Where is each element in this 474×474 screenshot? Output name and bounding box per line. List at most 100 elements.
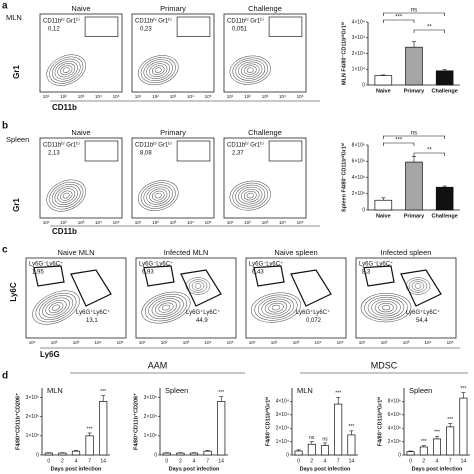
gate-label: Ly6G⁻Ly6C⁺ xyxy=(139,261,173,268)
contour xyxy=(250,292,302,323)
contour xyxy=(194,283,202,289)
decade-label: 10¹ xyxy=(227,94,234,99)
decade-label: 10¹ xyxy=(227,220,234,225)
decade-label: 10⁵ xyxy=(337,340,344,345)
contour xyxy=(140,57,176,84)
gate-label: CD11bʰⁱ Gr1ʰⁱ xyxy=(135,141,172,149)
decade-label: 10² xyxy=(271,340,278,345)
contour xyxy=(154,67,162,73)
y-tick-label: 3×10⁵ xyxy=(144,395,157,401)
significance: *** xyxy=(100,389,106,395)
bar xyxy=(435,70,454,86)
decade-label: 10² xyxy=(60,94,67,99)
contour xyxy=(235,59,266,81)
bar xyxy=(374,199,393,211)
contour xyxy=(364,294,408,321)
x-tick-label: Challenge xyxy=(432,213,458,219)
y-axis-label: MLN F4/80⁻CD11bʰⁱGr1ʰⁱ xyxy=(338,22,347,85)
y-tick-label: 1×10⁴ xyxy=(352,67,365,73)
contour xyxy=(49,56,84,84)
gate-label: CD11bʰⁱ Gr1ʰⁱ xyxy=(135,17,172,25)
panel-letter: a xyxy=(2,1,8,12)
gate xyxy=(180,269,222,307)
contour xyxy=(143,59,173,82)
decade-label: 10¹ xyxy=(135,94,142,99)
gate-label: Ly6G⁺Ly6C⁺ xyxy=(296,309,330,316)
contour xyxy=(148,296,184,320)
contour xyxy=(161,304,171,311)
contour xyxy=(378,302,394,313)
significance: ** xyxy=(427,148,432,154)
decade-label: 10¹ xyxy=(43,220,50,225)
significance: *** xyxy=(335,391,341,397)
bar xyxy=(347,434,356,456)
contour xyxy=(51,58,81,82)
x-tick-label: 14 xyxy=(461,458,467,464)
decade-label: 10⁵ xyxy=(113,220,120,225)
significance: *** xyxy=(460,386,466,392)
contour xyxy=(48,302,64,313)
gate xyxy=(400,269,442,307)
plot-frame xyxy=(39,13,123,93)
gate xyxy=(33,265,65,287)
bar xyxy=(162,452,171,456)
decade-label: 10⁴ xyxy=(187,220,194,225)
contour xyxy=(408,279,428,293)
x-tick-label: 7 xyxy=(88,458,91,464)
contour xyxy=(35,292,77,323)
decade-label: 10¹ xyxy=(249,340,256,345)
group-label: MDSC xyxy=(371,360,398,370)
x-tick-label: 14 xyxy=(349,458,355,464)
x-tick-label: 2 xyxy=(61,458,64,464)
plot-frame xyxy=(39,137,123,219)
y-tick-label: 0 xyxy=(362,82,365,88)
plot-title: Naive spleen xyxy=(274,248,317,257)
significance: *** xyxy=(434,430,440,436)
contour xyxy=(241,188,260,203)
significance: ns xyxy=(309,435,315,441)
y-tick-label: 6×10⁶ xyxy=(352,159,365,165)
contour xyxy=(140,182,176,209)
panel-letter: c xyxy=(2,245,8,256)
decade-label: 10⁵ xyxy=(297,94,304,99)
y-tick-label: 2×10⁴ xyxy=(352,51,365,57)
contour xyxy=(57,188,76,203)
contour xyxy=(371,298,401,317)
decade-label: 10⁵ xyxy=(113,94,120,99)
contour xyxy=(360,292,412,323)
bracket xyxy=(413,29,445,33)
contour xyxy=(246,67,254,73)
gate-value: 6,43 xyxy=(252,270,264,276)
group-label: AAM xyxy=(148,360,168,370)
contour xyxy=(158,302,174,313)
axis-label: Gr1 xyxy=(12,198,21,212)
gate-label: Ly6G⁺Ly6C⁺ xyxy=(76,309,110,316)
y-tick-label: 2×10⁵ xyxy=(26,414,39,420)
decade-label: 10⁴ xyxy=(95,220,102,225)
bar xyxy=(433,438,441,456)
y-axis-label: F4/80⁻CD11bʰⁱGr1ʰⁱ xyxy=(262,397,271,447)
decade-label: 10² xyxy=(60,220,67,225)
gate-value: 2,13 xyxy=(48,151,60,157)
plot-title: Primary xyxy=(160,4,186,13)
x-axis-label: Days post infection xyxy=(412,466,463,472)
decade-label: 10⁵ xyxy=(297,220,304,225)
contour xyxy=(155,300,177,315)
chart-title: MLN xyxy=(47,386,63,395)
significance: ** xyxy=(427,25,432,31)
contour xyxy=(411,281,425,291)
y-tick-label: 3×10⁴ xyxy=(276,412,289,418)
contour xyxy=(229,55,271,85)
contour xyxy=(238,61,263,79)
gate-label: Ly6G⁻Ly6C⁺ xyxy=(249,261,283,268)
gate-label: Ly6G⁺Ly6C⁺ xyxy=(186,309,220,316)
significance: ns xyxy=(411,8,417,14)
x-tick-label: Naive xyxy=(376,213,391,219)
bar xyxy=(459,397,468,456)
plot-title: Challenge xyxy=(248,4,282,13)
contour xyxy=(254,294,298,321)
decade-label: 10⁵ xyxy=(205,220,212,225)
x-tick-label: 7 xyxy=(206,458,209,464)
gate-value: 0,051 xyxy=(232,27,248,33)
contour xyxy=(264,300,288,315)
